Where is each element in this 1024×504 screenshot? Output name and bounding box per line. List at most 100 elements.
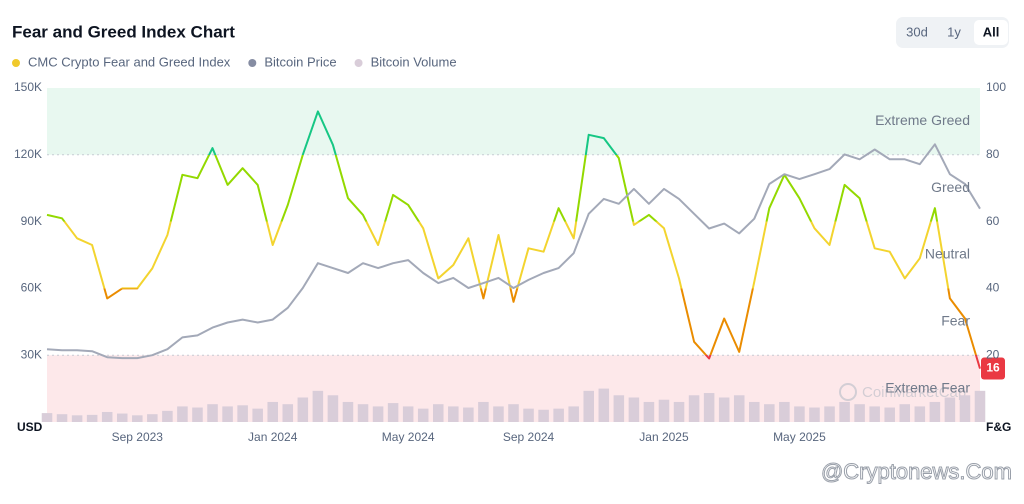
y-tick-label: 120K	[14, 147, 42, 161]
volume-bar	[718, 397, 730, 422]
volume-bar	[132, 415, 143, 422]
legend-label: Bitcoin Volume	[371, 54, 457, 69]
y-tick-label: 30K	[21, 347, 42, 361]
volume-bar	[147, 414, 158, 422]
x-tick-label: Sep 2023	[112, 430, 164, 444]
volume-bar	[312, 390, 324, 422]
volume-bar	[297, 397, 309, 422]
volume-bar	[417, 408, 429, 422]
button-active[interactable]	[974, 20, 1008, 45]
volume-bar	[237, 405, 248, 422]
volume-bar	[222, 406, 233, 422]
volume-bar	[56, 414, 68, 422]
volume-bar	[478, 401, 489, 422]
volume-bar	[673, 401, 685, 422]
x-tick-label: Jan 2025	[639, 430, 689, 444]
volume-bar	[899, 404, 911, 422]
legend-label: Bitcoin Price	[264, 54, 336, 69]
volume-bar	[71, 415, 83, 422]
volume-bar	[342, 401, 354, 422]
volume-bar	[643, 401, 655, 422]
legend-dot	[12, 59, 20, 67]
y-tick-label: 150K	[14, 80, 42, 94]
zone-label: Extreme Fear	[885, 379, 970, 395]
x-tick-label: May 2025	[773, 430, 826, 444]
value-badge-label: 16	[986, 361, 1000, 375]
price-line	[46, 143, 981, 360]
volume-bar	[282, 404, 294, 422]
volume-bar	[41, 413, 53, 422]
volume-bar	[387, 403, 399, 422]
volume-bar	[749, 401, 760, 422]
volume-bar	[86, 414, 98, 422]
volume-bar	[959, 395, 971, 422]
y-tick-label: 90K	[21, 214, 42, 228]
volume-bar	[357, 404, 369, 422]
volume-bar	[944, 397, 956, 422]
chart-title: Fear and Greed Index Chart	[12, 22, 235, 41]
volume-bar	[733, 395, 745, 422]
volume-bar	[372, 406, 384, 422]
volume-bar	[764, 404, 775, 422]
volume-bar	[974, 390, 986, 422]
y2-tick-label: 20	[986, 347, 1000, 361]
y2-tick-label: 100	[986, 80, 1006, 94]
volume-bar	[598, 388, 610, 422]
y2-tick-label: 80	[986, 147, 1000, 161]
volume-bar	[824, 406, 835, 422]
watermark: @Cryptonews.Com	[821, 459, 1012, 484]
volume-bar	[177, 406, 188, 422]
volume-bar	[583, 390, 595, 422]
volume-bar	[869, 406, 880, 422]
volume-bar	[116, 413, 128, 422]
volume-bar	[628, 397, 640, 422]
zone-label: Fear	[941, 313, 970, 329]
legend-label: CMC Crypto Fear and Greed Index	[28, 54, 231, 69]
y-axis-label: USD	[17, 420, 43, 434]
volume-bar	[508, 404, 519, 422]
volume-bar	[794, 406, 805, 422]
volume-bar	[101, 411, 113, 422]
watermark-logo	[839, 383, 857, 401]
volume-bar	[402, 406, 414, 422]
volume-bar	[192, 407, 203, 422]
volume-bar	[327, 395, 339, 422]
volume-bar	[448, 406, 459, 422]
zone-label: Extreme Greed	[875, 112, 970, 128]
y2-tick-label: 40	[986, 281, 1000, 295]
volume-bar	[252, 408, 263, 422]
value-badge	[981, 357, 1005, 380]
zone-label: Neutral	[925, 246, 970, 262]
range-button[interactable]: 30d	[906, 24, 928, 39]
volume-bar	[568, 406, 579, 422]
volume-bar	[432, 404, 444, 422]
volume-bar	[929, 401, 941, 422]
fear-greed-line	[46, 110, 981, 369]
volume-bar	[493, 406, 504, 422]
legend-dot	[354, 59, 363, 67]
volume-bar	[914, 406, 926, 422]
volume-bar	[463, 407, 474, 422]
volume-bar	[703, 393, 715, 422]
volume-bar	[207, 404, 218, 422]
volume-bar	[658, 399, 670, 422]
range-button[interactable]: All	[983, 24, 1000, 39]
volume-bar	[162, 410, 173, 422]
x-tick-label: Sep 2024	[503, 430, 555, 444]
zone-label: Greed	[931, 179, 970, 195]
watermark: CoinMarketCap	[862, 384, 966, 401]
volume-bar	[779, 401, 790, 422]
legend-dot	[248, 59, 257, 67]
volume-bar	[809, 407, 820, 422]
zone-band	[47, 88, 980, 155]
volume-bar	[854, 404, 865, 422]
range-button[interactable]: 1y	[947, 24, 961, 39]
volume-bar	[839, 401, 850, 422]
volume-bar	[553, 408, 564, 422]
y2-axis-label: F&G	[986, 420, 1011, 434]
volume-bar	[613, 395, 625, 422]
volume-bar	[884, 407, 895, 422]
volume-bar	[523, 408, 534, 422]
y2-tick-label: 60	[986, 214, 1000, 228]
